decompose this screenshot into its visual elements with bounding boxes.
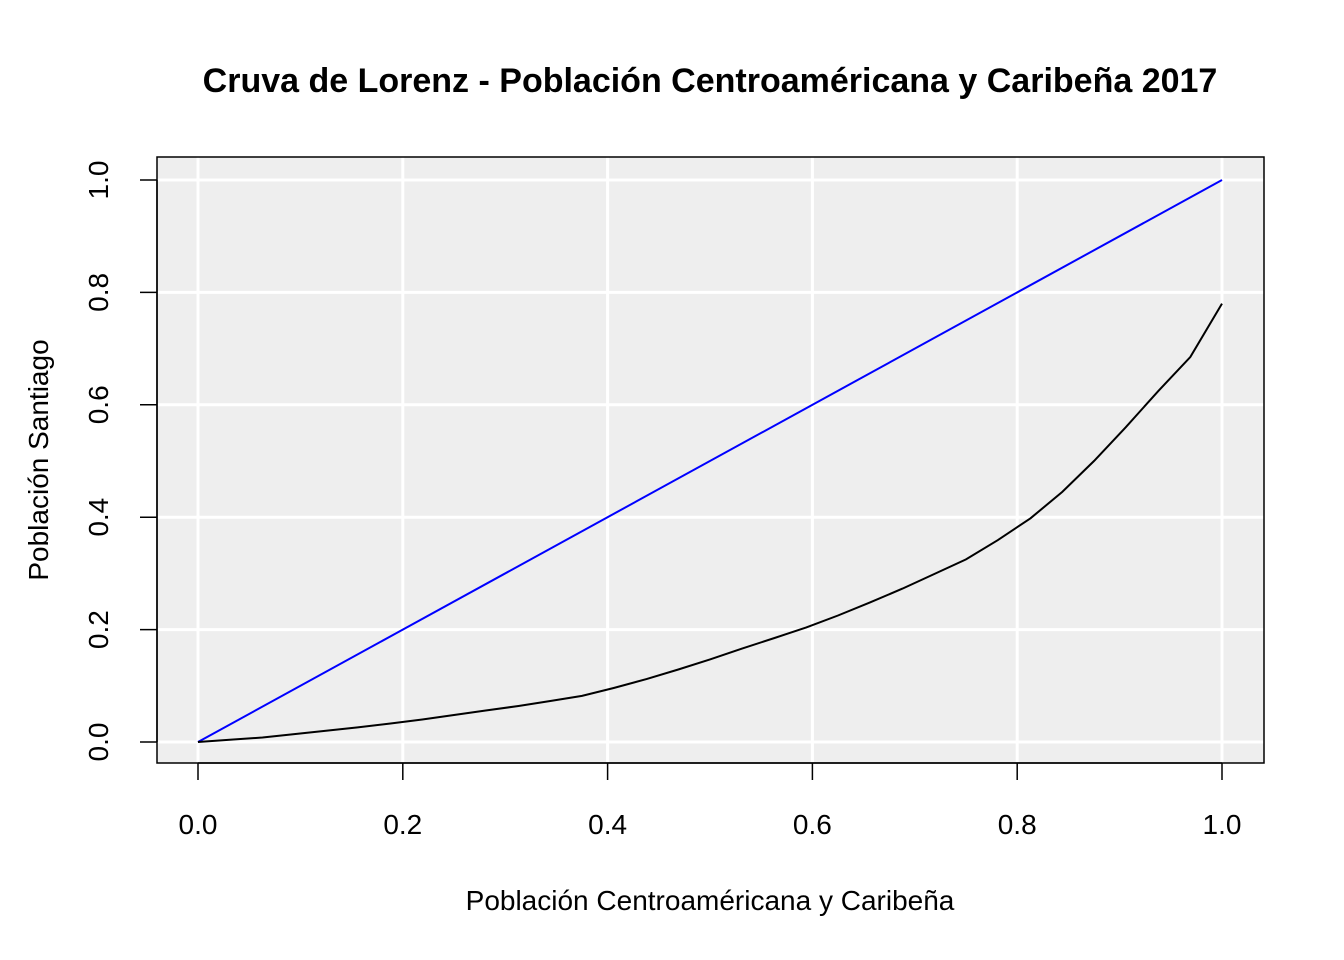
lorenz-curve: [197, 303, 1223, 743]
y-tick-label: 0.2: [83, 610, 114, 649]
series-layer: [197, 179, 1223, 743]
y-tick-label: 0.6: [83, 385, 114, 424]
grid: [157, 157, 1264, 763]
y-tick-label: 0.8: [83, 273, 114, 312]
y-tick-label: 1.0: [83, 161, 114, 200]
x-tick-label: 1.0: [1203, 809, 1242, 840]
y-axis: 0.0 0.2 0.4 0.6 0.8 1.0: [83, 161, 158, 762]
y-tick-label: 0.4: [83, 498, 114, 537]
x-tick-label: 0.8: [998, 809, 1037, 840]
x-tick-label: 0.0: [179, 809, 218, 840]
y-axis-label: Población Santiago: [23, 339, 54, 580]
x-tick-label: 0.6: [793, 809, 832, 840]
x-axis-label: Población Centroaméricana y Caribeña: [466, 885, 955, 916]
equality-line: [197, 179, 1223, 743]
chart-title: Cruva de Lorenz - Población Centroaméric…: [203, 62, 1218, 100]
x-tick-label: 0.2: [383, 809, 422, 840]
x-axis: 0.0 0.2 0.4 0.6 0.8 1.0: [179, 762, 1242, 840]
y-tick-label: 0.0: [83, 723, 114, 762]
x-tick-label: 0.4: [588, 809, 627, 840]
